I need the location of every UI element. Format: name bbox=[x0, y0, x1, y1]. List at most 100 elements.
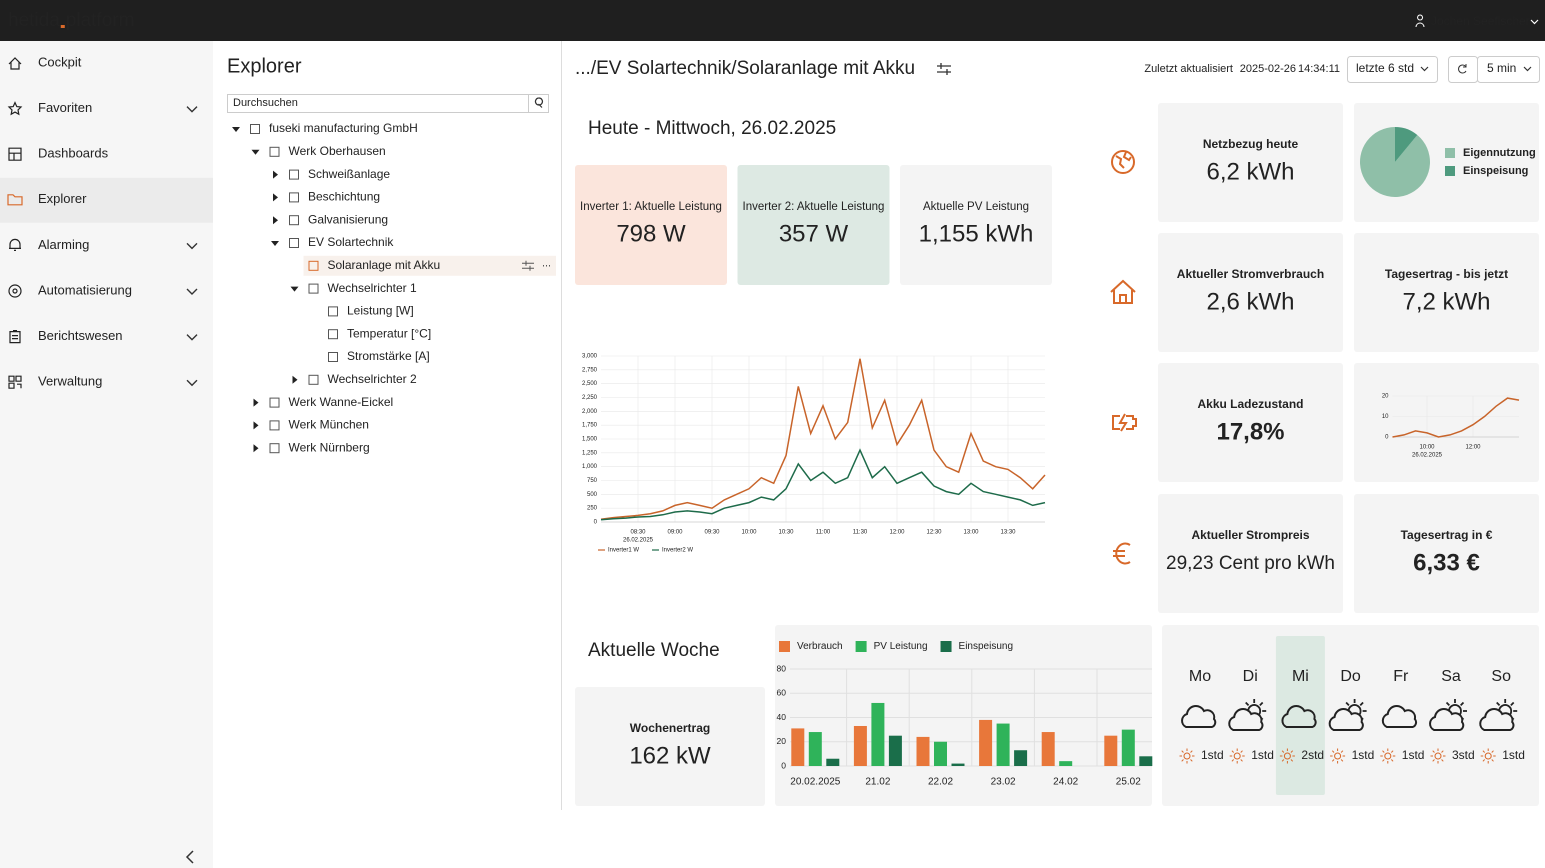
tree-label[interactable]: EV Solartechnik bbox=[308, 235, 394, 249]
tree-label[interactable]: Galvanisierung bbox=[308, 212, 388, 226]
sunshine-hours: 1std bbox=[1251, 748, 1274, 762]
tree-toggle[interactable] bbox=[271, 241, 279, 246]
nav-item[interactable]: Explorer bbox=[38, 191, 87, 206]
search-icon bbox=[534, 97, 544, 108]
interval-chevron bbox=[1523, 66, 1532, 72]
series-line bbox=[1392, 397, 1520, 438]
tree-icon bbox=[250, 124, 260, 134]
nav-chevron[interactable] bbox=[186, 106, 198, 113]
x-tick-label: 13:30 bbox=[1000, 530, 1016, 536]
node-settings[interactable] bbox=[522, 260, 534, 271]
nav-item[interactable]: Dashboards bbox=[38, 146, 109, 161]
weather-cloud bbox=[1429, 708, 1465, 731]
tree-label[interactable]: Wechselrichter 2 bbox=[328, 372, 417, 386]
tree-label[interactable]: Beschichtung bbox=[308, 190, 380, 204]
tree-icon bbox=[269, 146, 280, 157]
x-tick-label: 12:00 bbox=[1465, 445, 1481, 451]
tree-label[interactable]: Werk Wanne-Eickel bbox=[289, 395, 394, 409]
sunshine-hours: 2std bbox=[1301, 748, 1324, 762]
top-bar bbox=[0, 0, 1545, 41]
x-tick-label: 21.02 bbox=[865, 777, 890, 788]
kpi-value: 357 W bbox=[779, 220, 849, 247]
kpi-value: 7,2 kWh bbox=[1402, 288, 1490, 315]
tree-label[interactable]: fuseki manufacturing GmbH bbox=[269, 121, 418, 135]
tree-toggle[interactable] bbox=[253, 421, 259, 430]
nav-item[interactable]: Berichtswesen bbox=[38, 328, 123, 343]
nav-icon bbox=[9, 330, 21, 344]
nav-chevron[interactable] bbox=[186, 334, 198, 341]
tree-label[interactable]: Temperatur [°C] bbox=[347, 326, 431, 340]
refresh-button[interactable] bbox=[1448, 56, 1478, 83]
x-tick-label: 22.02 bbox=[928, 777, 953, 788]
tree-toggle[interactable] bbox=[290, 286, 299, 292]
weather-day: Do bbox=[1340, 668, 1361, 685]
bar bbox=[1014, 750, 1028, 766]
tree-icon bbox=[289, 215, 299, 226]
tree-icon bbox=[289, 169, 299, 180]
search-placeholder: Durchsuchen bbox=[233, 97, 298, 109]
x-tick-label: 12:00 bbox=[889, 530, 905, 536]
bar bbox=[951, 763, 965, 766]
user-menu[interactable] bbox=[1530, 19, 1539, 25]
tree-icon bbox=[328, 329, 338, 340]
weather-cloud bbox=[1181, 705, 1217, 728]
tree-label[interactable]: Werk Oberhausen bbox=[289, 144, 386, 158]
y-tick-label: 0 bbox=[1385, 435, 1389, 441]
tree-toggle[interactable] bbox=[232, 127, 240, 132]
nav-chevron[interactable] bbox=[186, 242, 198, 250]
nav-item[interactable]: Verwaltung bbox=[38, 374, 102, 389]
nav-icon bbox=[8, 284, 22, 298]
tree-label[interactable]: Schweißanlage bbox=[308, 167, 390, 181]
nav-item[interactable]: Alarming bbox=[38, 237, 89, 252]
series-line bbox=[600, 358, 1046, 520]
x-tick-sublabel: 26.02.2025 bbox=[623, 538, 654, 544]
updated-time: 14:34:11 bbox=[1298, 63, 1340, 75]
tree-label[interactable]: Leistung [W] bbox=[347, 304, 414, 318]
tree-icon bbox=[308, 260, 319, 271]
weather-cloud bbox=[1479, 708, 1515, 731]
tree-label[interactable]: Werk Nürnberg bbox=[289, 440, 370, 454]
tree-toggle[interactable] bbox=[273, 170, 278, 179]
view-settings[interactable] bbox=[937, 63, 951, 75]
search-box[interactable] bbox=[227, 94, 549, 113]
tree-toggle[interactable] bbox=[253, 444, 259, 453]
user-name: Jochen Seefischer bbox=[1431, 14, 1530, 28]
tree-toggle[interactable] bbox=[292, 375, 298, 384]
y-tick-label: 1,750 bbox=[582, 423, 598, 429]
tree-label[interactable]: Wechselrichter 1 bbox=[328, 281, 417, 295]
section-title: Aktuelle Woche bbox=[588, 640, 720, 661]
collapse-sidebar[interactable] bbox=[185, 850, 194, 864]
nav-item[interactable]: Cockpit bbox=[38, 54, 82, 69]
legend-label: Verbrauch bbox=[797, 641, 843, 652]
tree-label[interactable]: Solaranlage mit Akku bbox=[328, 258, 441, 272]
user-icon bbox=[1415, 14, 1425, 28]
pie-slice bbox=[1395, 127, 1418, 162]
legend-label: PV Leistung bbox=[874, 641, 928, 652]
tree-toggle[interactable] bbox=[253, 398, 259, 407]
tree-label[interactable]: Werk München bbox=[289, 418, 369, 432]
kpi-label: Aktuelle PV Leistung bbox=[923, 201, 1029, 213]
nav-item[interactable]: Favoriten bbox=[38, 100, 92, 115]
x-tick-label: 10:00 bbox=[741, 530, 757, 536]
range-select[interactable] bbox=[1347, 56, 1438, 83]
tree-toggle[interactable] bbox=[251, 149, 260, 155]
nav-item[interactable]: Automatisierung bbox=[38, 282, 132, 297]
nav-chevron[interactable] bbox=[186, 379, 198, 387]
kpi-value: 162 kW bbox=[629, 742, 711, 769]
tree-toggle[interactable] bbox=[273, 216, 278, 225]
x-tick-label: 12:30 bbox=[926, 530, 942, 536]
interval-select[interactable] bbox=[1477, 56, 1540, 83]
tree-label[interactable]: Stromstärke [A] bbox=[347, 349, 430, 363]
nav-chevron[interactable] bbox=[186, 288, 198, 295]
series-line bbox=[600, 448, 1046, 521]
tree-toggle[interactable] bbox=[273, 193, 278, 202]
kpi-label: Aktueller Stromverbrauch bbox=[1177, 267, 1324, 281]
updated-date: 2025-02-26 bbox=[1240, 63, 1296, 75]
kpi-card bbox=[1354, 363, 1539, 482]
bar bbox=[916, 736, 930, 766]
sunshine-hours: 3std bbox=[1452, 748, 1475, 762]
y-tick-label: 20 bbox=[777, 736, 787, 746]
sun-icon bbox=[1279, 748, 1295, 764]
chart-card bbox=[775, 625, 1152, 806]
battery-icon bbox=[1112, 413, 1137, 432]
